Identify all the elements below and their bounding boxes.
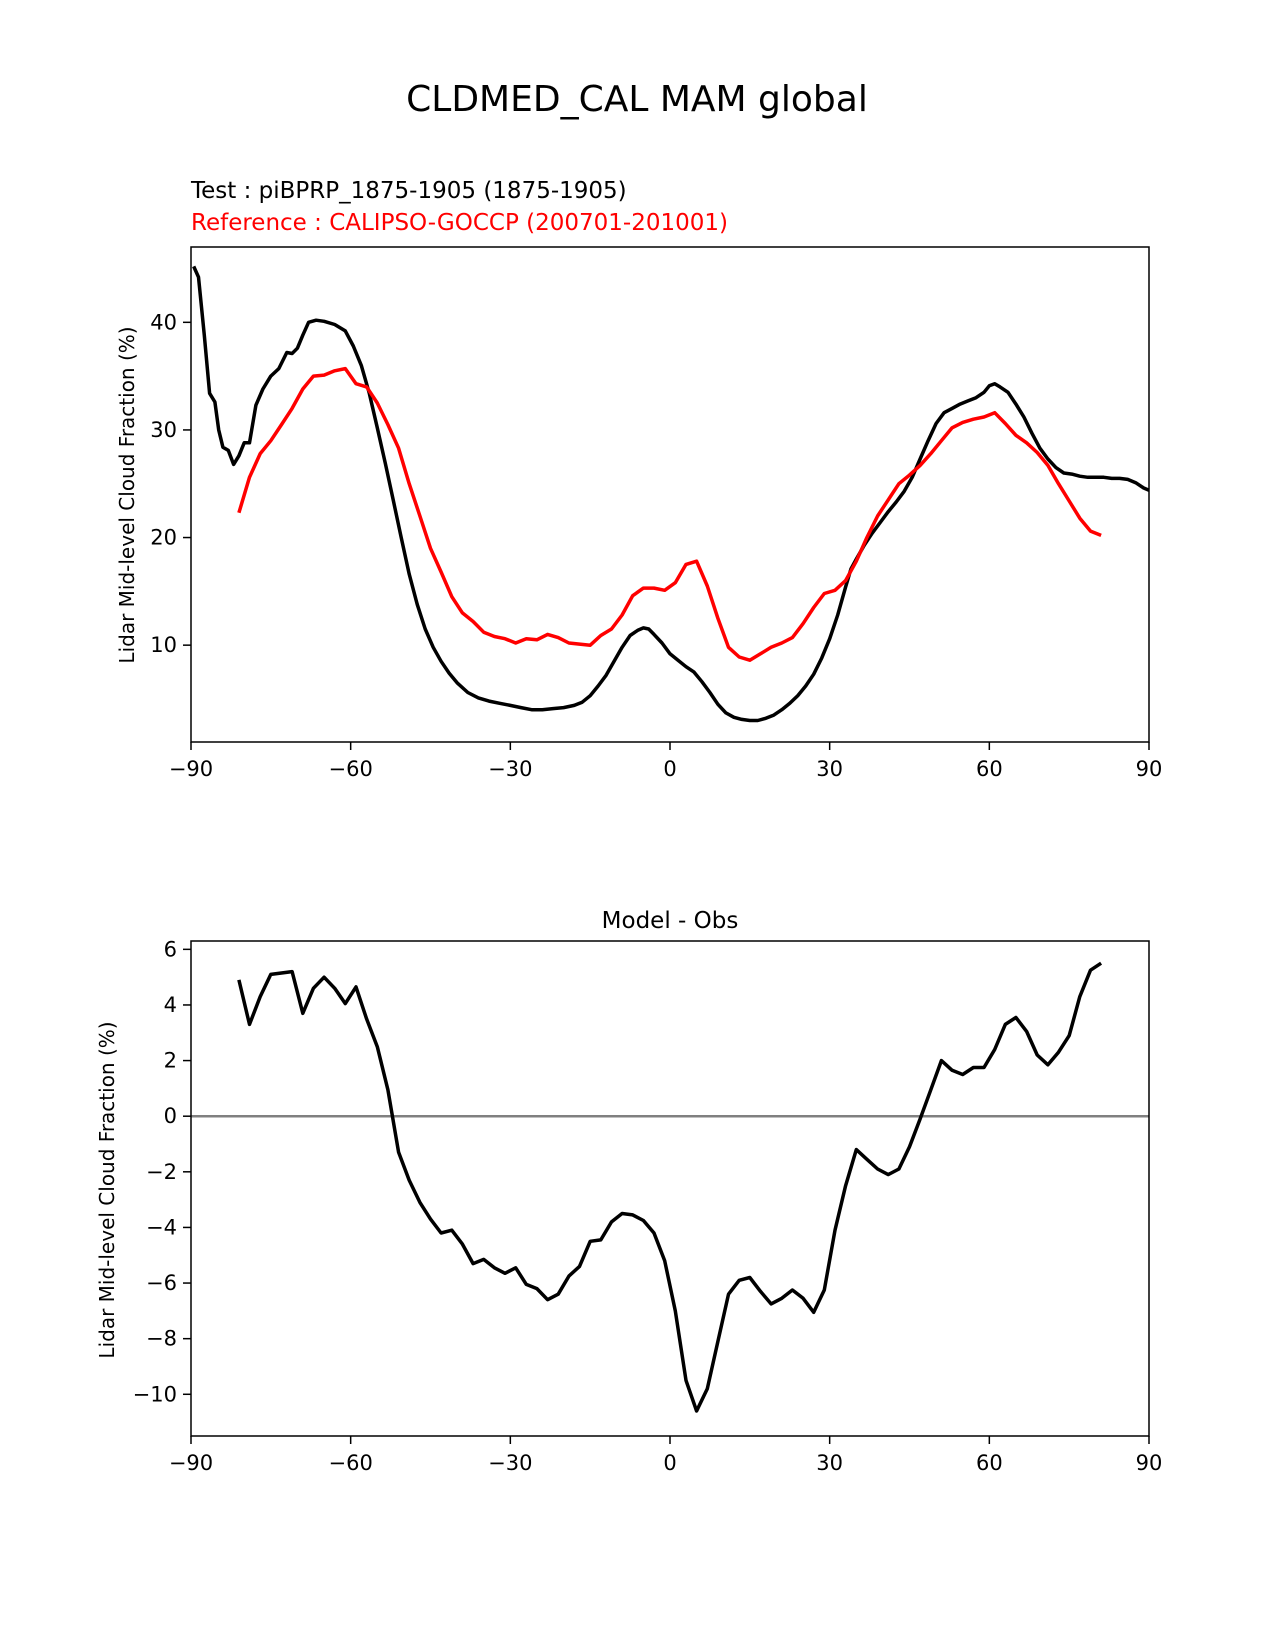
test-label: Test : piBPRP_1875-1905 (1875-1905): [190, 178, 627, 204]
top-y-tick-label: 40: [150, 310, 177, 334]
bottom-x-tick-label: −60: [329, 1451, 373, 1475]
bottom-chart: Model - Obs Lidar Mid-level Cloud Fracti…: [95, 908, 1162, 1475]
bottom-x-tick-label: 60: [976, 1451, 1003, 1475]
bottom-x-tick-label: −30: [488, 1451, 532, 1475]
top-y-tick-label: 10: [150, 633, 177, 657]
bottom-y-tick-label: −4: [146, 1215, 177, 1239]
bottom-x-tick-label: 30: [816, 1451, 843, 1475]
top-plot-area: −90 −60 −30 0 30 60 90 10 20 30 40: [150, 246, 1163, 781]
top-x-tick-label: 0: [663, 757, 676, 781]
bottom-chart-title: Model - Obs: [602, 908, 739, 934]
bottom-series-0-line: [237, 961, 1103, 1413]
top-x-tick-label: 90: [1136, 757, 1163, 781]
top-x-tick-label: −60: [329, 757, 373, 781]
bottom-x-tick-label: −90: [169, 1451, 213, 1475]
figure-suptitle: CLDMED_CAL MAM global: [406, 79, 868, 120]
bottom-y-tick-label: −6: [146, 1271, 177, 1295]
reference-label: Reference : CALIPSO-GOCCP (200701-201001…: [191, 210, 728, 236]
bottom-y-tick-label: 6: [164, 937, 177, 961]
top-x-tick-label: 60: [976, 757, 1003, 781]
bottom-y-tick-label: −2: [146, 1160, 177, 1184]
top-y-tick-label: 20: [150, 526, 177, 550]
bottom-y-tick-label: 2: [164, 1049, 177, 1073]
bottom-y-tick-label: −10: [133, 1382, 177, 1406]
bottom-axes-frame: [190, 940, 1150, 1437]
bottom-plot-area: −90 −60 −30 0 30 60 90 −10 −8 −6 −4 −2 0 2 4 6: [133, 937, 1163, 1475]
top-chart: Test : piBPRP_1875-1905 (1875-1905) Refe…: [115, 178, 1162, 781]
top-y-axis-label: Lidar Mid-level Cloud Fraction (%): [115, 326, 139, 663]
top-y-tick-label: 30: [150, 418, 177, 442]
top-series-0-line: [192, 265, 1150, 723]
top-axes-frame: [190, 246, 1150, 743]
top-series-1-line: [237, 366, 1102, 662]
top-x-tick-label: −30: [488, 757, 532, 781]
bottom-y-tick-label: 4: [164, 993, 177, 1017]
bottom-x-tick-label: 0: [663, 1451, 676, 1475]
top-x-tick-label: −90: [169, 757, 213, 781]
bottom-y-tick-label: 0: [164, 1104, 177, 1128]
bottom-x-tick-label: 90: [1136, 1451, 1163, 1475]
bottom-y-tick-label: −8: [146, 1327, 177, 1351]
bottom-y-axis-label: Lidar Mid-level Cloud Fraction (%): [95, 1021, 119, 1358]
top-x-tick-label: 30: [816, 757, 843, 781]
